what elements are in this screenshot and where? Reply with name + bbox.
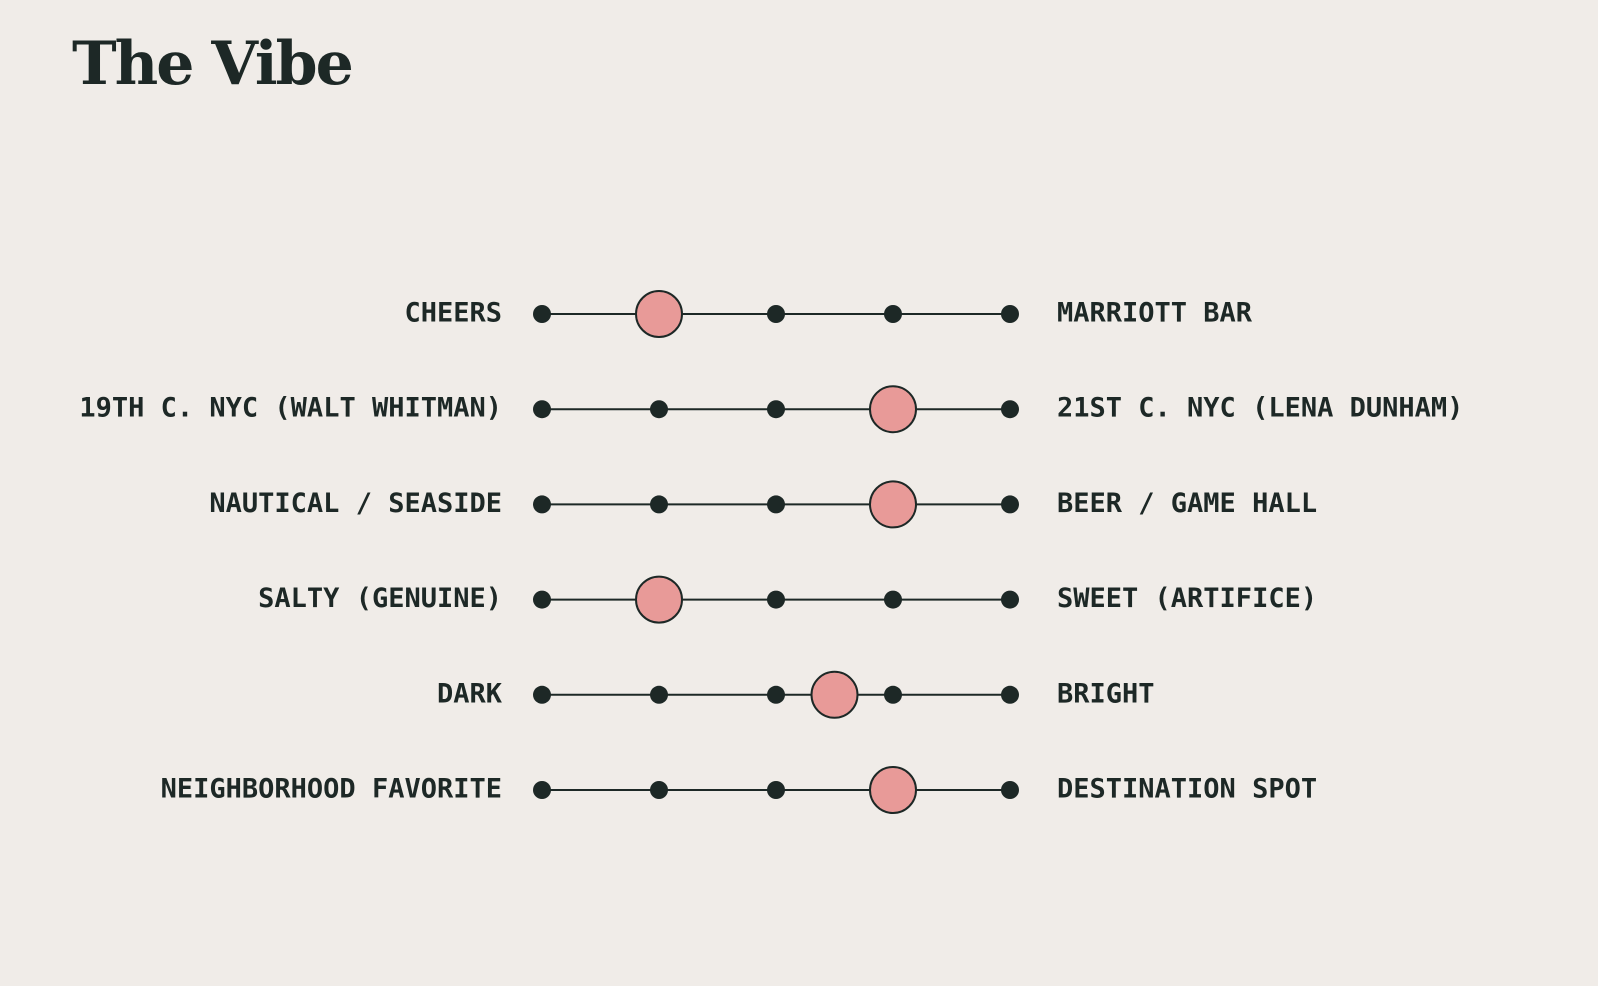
value-marker: [869, 766, 917, 814]
tick-dot: [650, 495, 668, 514]
tick-dot: [533, 781, 551, 799]
value-marker: [869, 385, 917, 434]
right-label: 21ST C. NYC (LENA DUNHAM): [1057, 393, 1463, 424]
left-label: CHEERS: [404, 298, 502, 329]
title: The Vibe: [72, 29, 352, 99]
tick-dot: [650, 400, 668, 419]
value-marker: [869, 480, 917, 529]
tick-dot: [650, 685, 668, 704]
tick-dot: [533, 305, 551, 323]
tick-dot: [533, 400, 551, 419]
tick-dot: [533, 590, 551, 609]
tick-dot: [767, 400, 785, 419]
tick-dot: [1001, 400, 1019, 419]
right-label: MARRIOTT BAR: [1057, 298, 1253, 329]
tick-dot: [767, 495, 785, 514]
value-marker: [635, 290, 683, 338]
tick-dot: [884, 305, 902, 323]
tick-dot: [884, 590, 902, 609]
right-label: DESTINATION SPOT: [1057, 774, 1317, 805]
left-label: DARK: [437, 678, 503, 709]
value-marker: [810, 670, 859, 719]
tick-dot: [767, 590, 785, 609]
tick-dot: [533, 495, 551, 514]
tick-dot: [1001, 685, 1019, 704]
tick-dot: [767, 781, 785, 799]
right-label: SWEET (ARTIFICE): [1057, 583, 1317, 614]
right-label: BEER / GAME HALL: [1057, 488, 1317, 519]
tick-dot: [884, 685, 902, 704]
left-label: 19TH C. NYC (WALT WHITMAN): [79, 393, 502, 424]
tick-dot: [1001, 305, 1019, 323]
left-label: NAUTICAL / SEASIDE: [209, 488, 502, 519]
tick-dot: [767, 685, 785, 704]
tick-dot: [533, 685, 551, 704]
tick-dot: [767, 305, 785, 323]
tick-dot: [1001, 495, 1019, 514]
value-marker: [635, 575, 683, 624]
tick-dot: [1001, 590, 1019, 609]
tick-dot: [650, 781, 668, 799]
left-label: NEIGHBORHOOD FAVORITE: [161, 774, 502, 805]
tick-dot: [1001, 781, 1019, 799]
left-label: SALTY (GENUINE): [258, 583, 502, 614]
right-label: BRIGHT: [1057, 678, 1155, 709]
